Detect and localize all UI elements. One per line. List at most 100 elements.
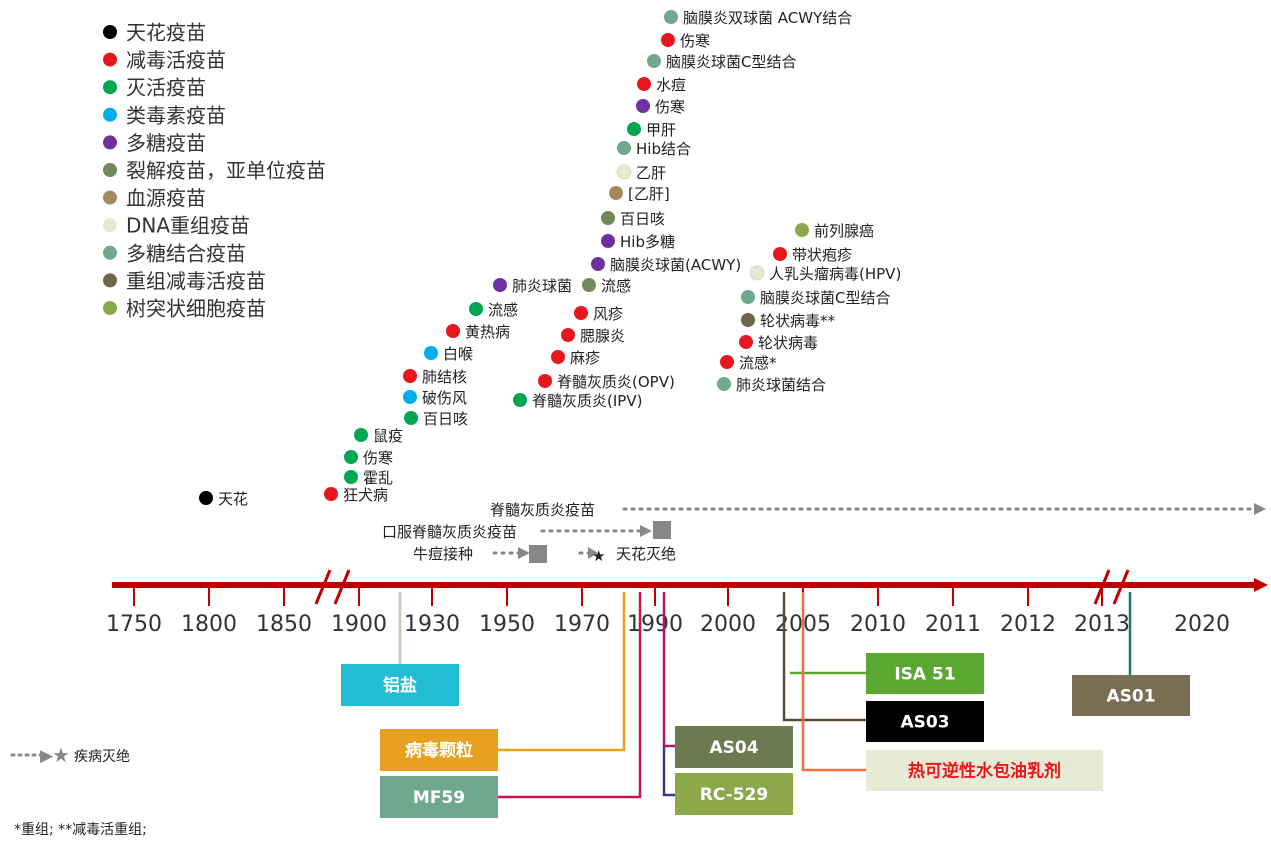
adjuvant-box: 病毒颗粒 bbox=[380, 592, 626, 771]
vaccine-dot bbox=[720, 355, 734, 369]
legend-swatch bbox=[103, 190, 117, 205]
vaccine-marker: 风疹 bbox=[574, 305, 623, 323]
vaccine-markers: 天花 狂犬病霍乱伤寒鼠疫百日咳破伤风肺结核白喉黄热病流感肺炎球菌脊髓灰质炎(IPV… bbox=[199, 9, 901, 508]
vaccine-dot bbox=[574, 306, 588, 320]
vaccine-marker: 脑膜炎双球菌 ACWY结合 bbox=[664, 9, 852, 27]
extinction-legend-label: 疾病灭绝 bbox=[74, 749, 130, 765]
legend-item-label: 减毒活疫苗 bbox=[126, 48, 226, 72]
vaccine-dot bbox=[199, 491, 213, 505]
vaccine-label: 脊髓灰质炎(OPV) bbox=[557, 373, 675, 391]
adjuvant-box-bg bbox=[341, 664, 459, 706]
vaccine-dot bbox=[616, 164, 632, 180]
arrow-icon bbox=[588, 547, 598, 559]
vaccine-dot bbox=[749, 265, 765, 281]
vaccine-label: 破伤风 bbox=[422, 389, 467, 407]
vaccine-marker: 霍乱 bbox=[344, 469, 393, 487]
year-label: 1930 bbox=[404, 612, 460, 637]
vaccine-label: 天花 bbox=[218, 490, 248, 508]
vaccine-marker: Hib多糖 bbox=[601, 233, 675, 251]
vaccine-dot bbox=[601, 234, 615, 248]
legend-item-label: 多糖疫苗 bbox=[126, 131, 206, 155]
eradication-label: 口服脊髓灰质炎疫苗 bbox=[382, 523, 517, 541]
legend-swatch bbox=[103, 80, 117, 95]
vaccine-marker: 水痘 bbox=[637, 76, 686, 94]
vaccine-dot bbox=[773, 247, 787, 261]
vaccine-marker: [乙肝] bbox=[609, 185, 670, 203]
adjuvant-box: RC-529 bbox=[662, 746, 793, 815]
legend-swatch bbox=[103, 107, 117, 122]
vaccine-label: 百日咳 bbox=[423, 410, 468, 428]
vaccine-marker: 带状疱疹 bbox=[773, 246, 852, 264]
vaccine-marker: 麻疹 bbox=[551, 349, 600, 367]
legend-item-label: 天花疫苗 bbox=[126, 21, 206, 45]
year-label: 2012 bbox=[1000, 612, 1056, 637]
vaccine-marker: 肺炎球菌 bbox=[493, 277, 572, 295]
legend-swatch bbox=[103, 301, 117, 315]
adjuvant-box-bg bbox=[866, 701, 984, 742]
arrow-icon bbox=[518, 547, 530, 559]
legend-swatch bbox=[103, 25, 117, 39]
year-label: 2020 bbox=[1174, 612, 1230, 637]
vaccine-dot bbox=[582, 278, 596, 292]
vaccine-marker: 破伤风 bbox=[403, 389, 467, 407]
vaccine-label: 霍乱 bbox=[363, 469, 393, 487]
year-label: 1990 bbox=[627, 612, 683, 637]
vaccine-label: 甲肝 bbox=[646, 121, 676, 139]
vaccine-label: 人乳头瘤病毒(HPV) bbox=[769, 265, 901, 283]
adjuvant-box: 热可逆性水包油乳剂 bbox=[801, 592, 1103, 791]
vaccine-dot bbox=[647, 54, 661, 68]
vaccine-dot bbox=[617, 141, 631, 155]
year-label: 1950 bbox=[479, 612, 535, 637]
adjuvant-box: AS03 bbox=[782, 592, 984, 742]
vaccine-dot bbox=[561, 328, 575, 342]
vaccine-label: 脊髓灰质炎(IPV) bbox=[532, 392, 642, 410]
square-icon bbox=[653, 521, 671, 539]
vaccine-dot bbox=[424, 346, 438, 360]
vaccine-marker: 脑膜炎球菌C型结合 bbox=[647, 53, 796, 71]
legend-item-label: DNA重组疫苗 bbox=[126, 214, 250, 238]
vaccine-marker: 狂犬病 bbox=[324, 486, 388, 504]
legend-swatch bbox=[103, 218, 117, 233]
adjuvant-box-bg bbox=[675, 773, 793, 815]
vaccine-label: 风疹 bbox=[593, 305, 623, 323]
vaccine-marker: 前列腺癌 bbox=[795, 222, 874, 240]
year-label: 1900 bbox=[331, 612, 387, 637]
vaccine-dot bbox=[324, 487, 338, 501]
legend-item-label: 血源疫苗 bbox=[126, 186, 206, 210]
vaccine-marker: 流感 bbox=[469, 301, 518, 319]
footnote: *重组; **减毒活重组; bbox=[14, 822, 147, 838]
vaccine-dot bbox=[403, 390, 417, 404]
arrow-icon: ▶ bbox=[40, 746, 54, 766]
legend-swatch bbox=[103, 52, 117, 67]
adjuvant-label: 病毒颗粒 bbox=[405, 740, 473, 761]
adjuvant-box: MF59 bbox=[380, 592, 642, 818]
star-icon: ★ bbox=[592, 547, 605, 565]
vaccine-marker: 腮腺炎 bbox=[561, 327, 625, 345]
vaccine-label: 轮状病毒** bbox=[760, 312, 836, 330]
vaccine-dot bbox=[664, 10, 678, 24]
vaccine-label: [乙肝] bbox=[628, 185, 670, 203]
vaccine-marker: 肺结核 bbox=[403, 368, 467, 386]
year-label: 1970 bbox=[554, 612, 610, 637]
vaccine-dot bbox=[795, 223, 809, 237]
connector-line bbox=[498, 592, 642, 799]
vaccine-marker: 天花 bbox=[199, 490, 248, 508]
vaccine-dot bbox=[403, 369, 417, 383]
vaccine-marker: 黄热病 bbox=[446, 323, 510, 341]
vaccine-marker: 人乳头瘤病毒(HPV) bbox=[749, 265, 901, 283]
adjuvant-box-bg bbox=[675, 726, 793, 768]
axis-break-mark bbox=[314, 569, 332, 605]
vaccine-marker: 脊髓灰质炎(OPV) bbox=[538, 373, 675, 391]
vaccine-dot bbox=[404, 411, 418, 425]
square-icon bbox=[529, 545, 547, 563]
vaccine-label: 腮腺炎 bbox=[580, 327, 625, 345]
vaccine-label: Hib多糖 bbox=[620, 233, 675, 251]
adjuvant-box-bg bbox=[866, 653, 984, 694]
adjuvant-box-bg bbox=[866, 750, 1103, 791]
vaccine-dot bbox=[469, 302, 483, 316]
vaccine-dot bbox=[636, 99, 650, 113]
vaccine-marker: 伤寒 bbox=[344, 449, 393, 467]
adjuvant-box: 铝盐 bbox=[341, 592, 459, 706]
